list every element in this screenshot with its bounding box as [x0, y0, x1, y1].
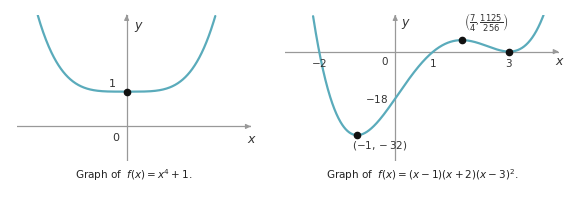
Text: 0: 0 — [112, 133, 119, 143]
Text: $y$: $y$ — [134, 20, 144, 34]
Text: $-18$: $-18$ — [365, 93, 388, 104]
Text: 0: 0 — [382, 57, 388, 67]
Text: $(-1,-32)$: $(-1,-32)$ — [352, 139, 407, 152]
Text: Graph of  $f(x) = x^4 + 1$.: Graph of $f(x) = x^4 + 1$. — [75, 167, 193, 183]
Text: $-2$: $-2$ — [311, 57, 327, 69]
Text: $1$: $1$ — [429, 57, 437, 69]
Text: $y$: $y$ — [401, 17, 411, 31]
Text: $3$: $3$ — [506, 57, 513, 69]
Text: $x$: $x$ — [247, 133, 257, 146]
Text: Graph of  $f(x) = (x-1)(x+2)(x-3)^2$.: Graph of $f(x) = (x-1)(x+2)(x-3)^2$. — [325, 167, 518, 183]
Text: $\left(\dfrac{7}{4},\dfrac{1125}{256}\right)$: $\left(\dfrac{7}{4},\dfrac{1125}{256}\ri… — [463, 12, 508, 34]
Text: $x$: $x$ — [555, 55, 565, 68]
Text: 1: 1 — [109, 79, 116, 89]
